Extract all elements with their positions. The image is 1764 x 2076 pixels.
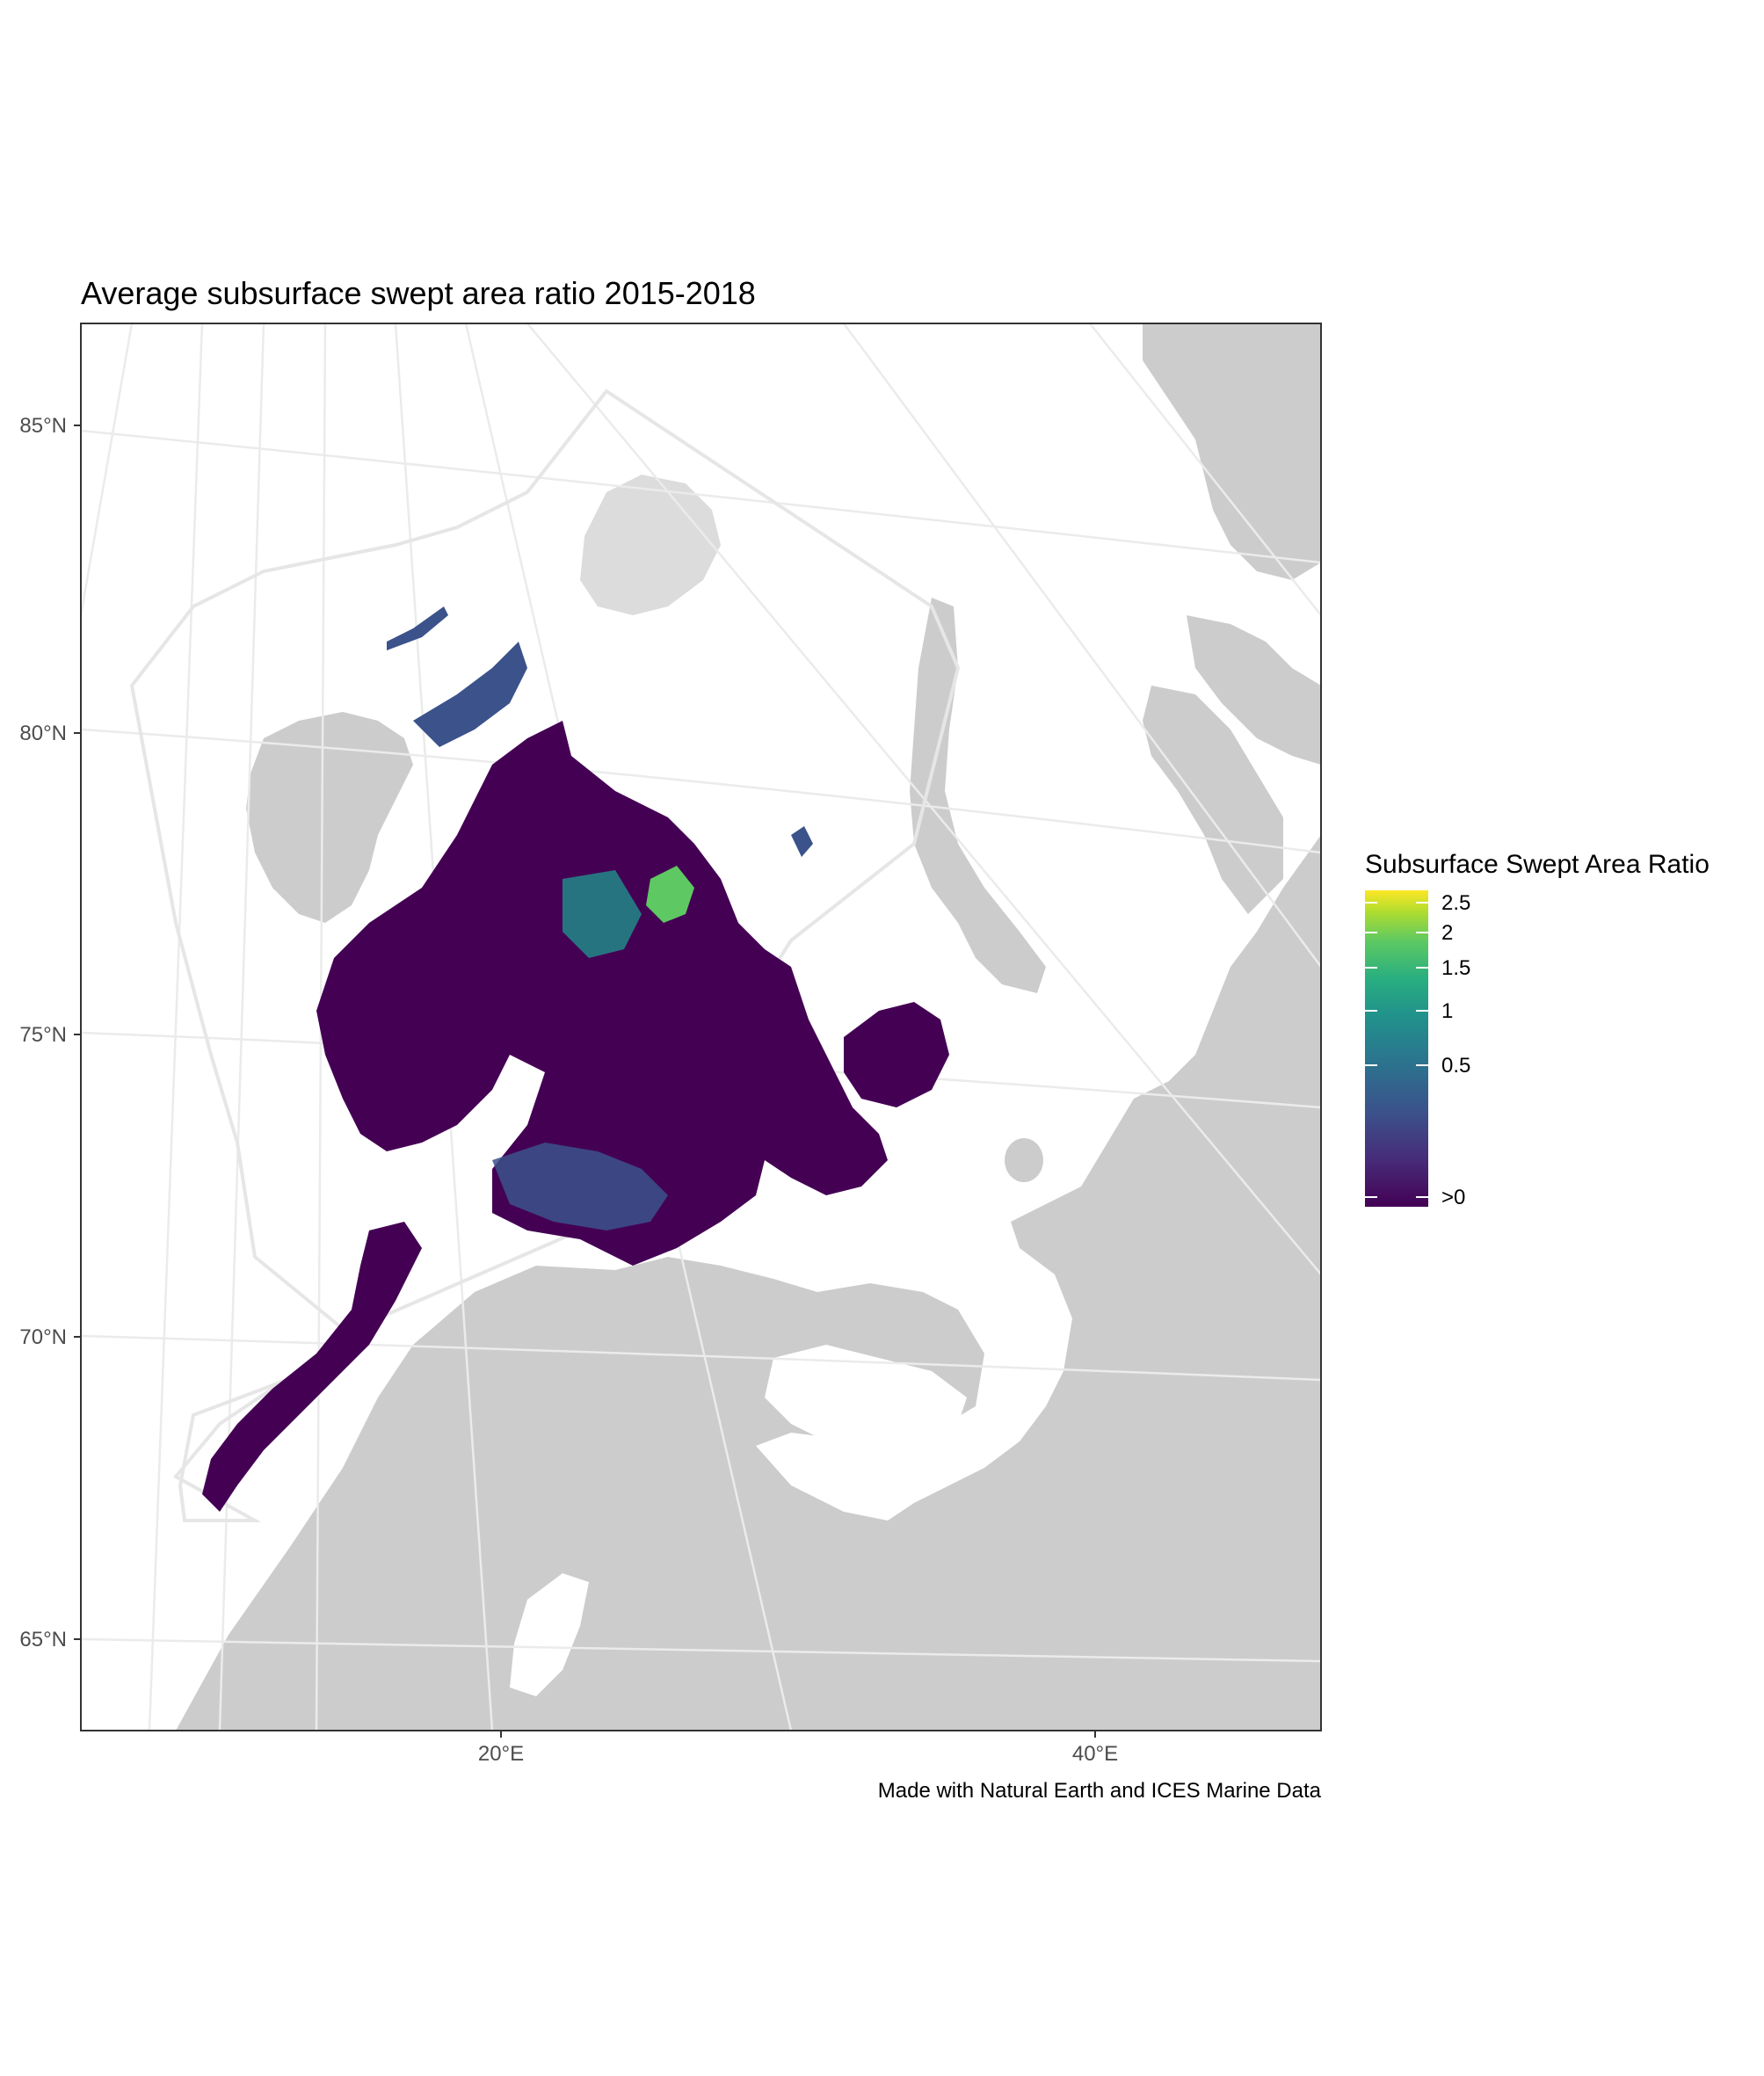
swept-area-east-patch [791, 826, 813, 857]
map-caption: Made with Natural Earth and ICES Marine … [878, 1779, 1322, 1803]
land-taymyr [1143, 323, 1321, 580]
legend-label: 1 [1441, 999, 1453, 1023]
y-tick-label: 80°N [19, 722, 67, 745]
swept-area-hotspot [646, 866, 694, 923]
legend-label: 2 [1441, 921, 1453, 945]
y-tick-label: 85°N [19, 414, 67, 438]
legend-title: Subsurface Swept Area Ratio [1365, 850, 1710, 879]
swept-area-medium [563, 870, 642, 958]
map-panel-border [80, 323, 1322, 1731]
map-panel [81, 323, 1321, 1731]
swept-area-mid [492, 1143, 668, 1230]
swept-area-east [844, 1002, 949, 1107]
land-svalbard [246, 712, 413, 923]
legend-label: 0.5 [1441, 1054, 1470, 1078]
land-yamal [1143, 686, 1283, 914]
y-tick-label: 70°N [19, 1325, 67, 1349]
map-title: Average subsurface swept area ratio 2015… [81, 275, 756, 311]
swept-area-coast [202, 1222, 422, 1512]
x-axis [500, 1731, 1096, 1738]
land-arctic-islands [1187, 615, 1321, 765]
x-tick-label: 40°E [1072, 1742, 1118, 1766]
y-axis [74, 425, 81, 1640]
land-novaya-zemlya [910, 598, 1046, 993]
legend-colorbar [1365, 890, 1428, 1207]
y-tick-label: 65°N [19, 1628, 67, 1651]
legend-label: 2.5 [1441, 891, 1470, 915]
swept-area-north [387, 606, 448, 650]
y-tick-label: 75°N [19, 1023, 67, 1047]
x-tick-label: 20°E [478, 1742, 524, 1766]
swept-area-main [316, 721, 888, 1266]
swept-area-data [202, 606, 949, 1512]
legend: Subsurface Swept Area Ratio 2.5 2 1.5 1 … [1365, 850, 1710, 1209]
swept-area-svalbard-shelf [413, 642, 527, 747]
land-kolguev [1005, 1138, 1043, 1182]
land-franz-josef [580, 475, 721, 615]
white-sea [765, 1345, 967, 1450]
gulf-of-bothnia [510, 1573, 589, 1696]
legend-label: 1.5 [1441, 956, 1470, 980]
legend-label: >0 [1441, 1186, 1465, 1209]
land-scandinavia-russia [176, 835, 1321, 1731]
